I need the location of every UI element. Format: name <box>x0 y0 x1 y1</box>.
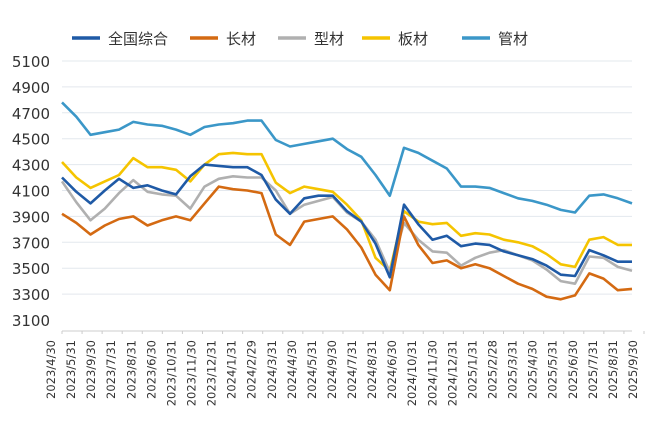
series-line-1 <box>61 185 633 301</box>
y-tick-label: 4100 <box>12 183 50 201</box>
x-tick-label: 2024/2/29 <box>245 340 259 399</box>
x-tick-label: 2023/11/30 <box>184 340 198 406</box>
x-tick-label: 2025/3/31 <box>506 340 520 399</box>
x-tick-label: 2023/5/31 <box>64 340 78 399</box>
x-tick-label: 2024/1/31 <box>225 340 239 399</box>
x-tick-label: 2024/9/30 <box>325 340 339 399</box>
series-line-3 <box>61 151 632 273</box>
y-tick-label: 3900 <box>12 208 50 226</box>
legend-label: 型材 <box>314 30 344 48</box>
x-tick-label: 2025/9/30 <box>626 340 640 399</box>
series-line-0 <box>61 163 632 279</box>
x-tick-label: 2025/5/31 <box>546 340 560 399</box>
y-tick-label: 4300 <box>12 157 50 175</box>
y-tick-label: 3700 <box>12 234 50 252</box>
x-tick-label: 2024/6/30 <box>385 340 399 399</box>
y-tick-label: 3100 <box>12 312 50 330</box>
legend-item: 管材 <box>462 30 528 48</box>
legend-label: 长材 <box>226 30 256 48</box>
y-tick-label: 4900 <box>12 79 50 97</box>
x-tick-label: 2024/7/31 <box>345 340 359 399</box>
x-tick-label: 2023/7/31 <box>104 340 118 399</box>
y-axis-ticks: 3100 3300 3500 3700 3900 4100 4300 4500 4700 4900… <box>12 53 50 330</box>
x-tick-label: 2024/12/31 <box>445 340 459 406</box>
legend-label: 全国综合 <box>108 30 168 48</box>
legend-label: 管材 <box>498 30 528 48</box>
x-tick-label: 2025/2/28 <box>486 340 500 399</box>
gridlines <box>62 60 632 295</box>
series-line-4 <box>61 101 633 214</box>
x-tick-label: 2023/8/31 <box>124 340 138 399</box>
y-tick-label: 4700 <box>12 105 50 123</box>
x-tick-label: 2024/5/31 <box>305 340 319 399</box>
x-tick-label: 2025/8/31 <box>606 340 620 399</box>
x-tick-label: 2025/7/31 <box>586 340 600 399</box>
legend-item: 长材 <box>190 30 256 48</box>
x-tick-label: 2023/10/31 <box>164 340 178 406</box>
legend: 全国综合 长材 型材 板材 管材 <box>72 30 528 48</box>
x-tick-label: 2023/6/30 <box>144 340 158 399</box>
x-tick-label: 2025/4/30 <box>526 340 540 399</box>
x-tick-label: 2025/1/31 <box>465 340 479 399</box>
x-tick-label: 2024/11/30 <box>425 340 439 406</box>
legend-label: 板材 <box>398 30 428 48</box>
x-tick-label: 2024/10/31 <box>405 340 419 406</box>
x-tick-label: 2023/9/30 <box>84 340 98 399</box>
x-tick-label: 2023/4/30 <box>44 340 58 399</box>
x-tick-label: 2023/12/31 <box>205 340 219 406</box>
x-axis-ticks: 2023/4/30 2023/5/31 2023/9/30 2023/7/31 2023… <box>44 331 645 406</box>
y-tick-label: 3500 <box>12 260 50 278</box>
x-tick-label: 2024/8/31 <box>365 340 379 399</box>
y-tick-label: 3300 <box>12 286 50 304</box>
y-tick-label: 5100 <box>12 53 50 71</box>
legend-item: 全国综合 <box>72 30 168 48</box>
x-tick-label: 2024/3/31 <box>265 340 279 399</box>
x-tick-label: 2025/6/30 <box>566 340 580 399</box>
legend-item: 型材 <box>278 30 344 48</box>
legend-item: 板材 <box>362 30 428 48</box>
x-tick-label: 2024/4/30 <box>285 340 299 399</box>
y-tick-label: 4500 <box>12 131 50 149</box>
series-lines <box>60 101 633 301</box>
